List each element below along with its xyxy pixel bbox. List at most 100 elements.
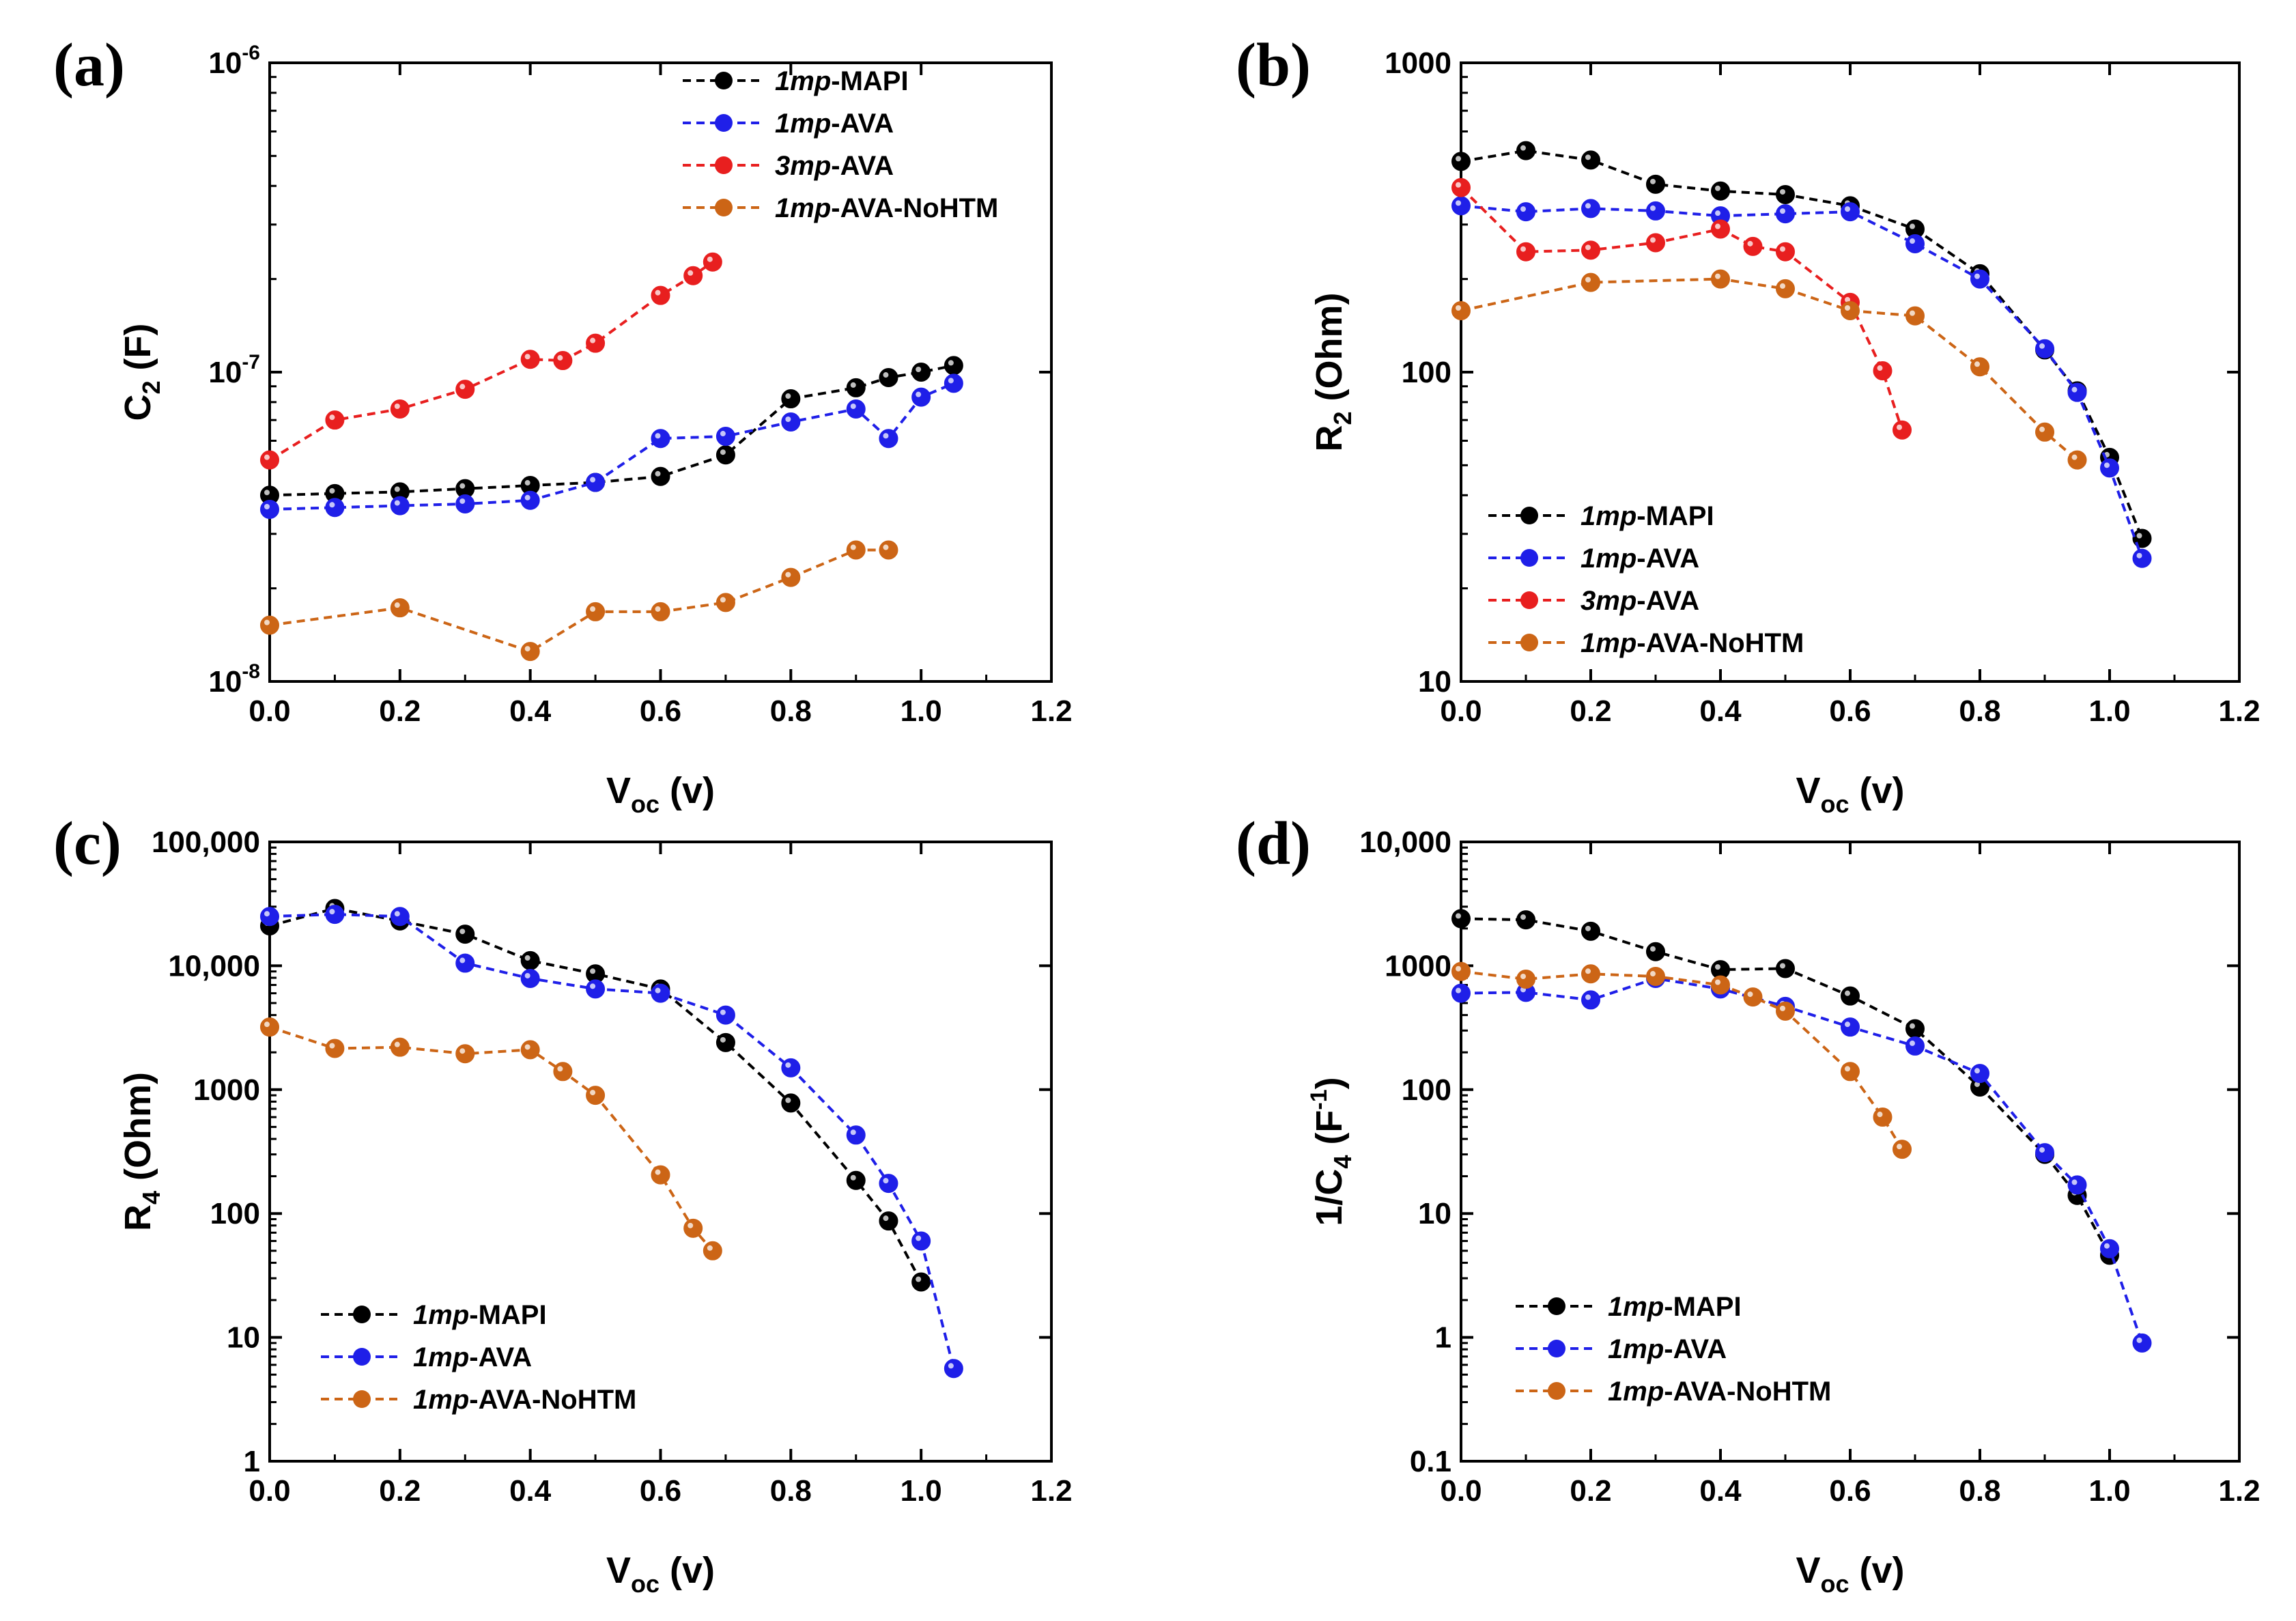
legend-marker	[1520, 634, 1538, 651]
data-point	[260, 907, 279, 927]
data-point-highlight	[948, 378, 954, 384]
data-point-highlight	[1974, 361, 1980, 367]
data-point	[1581, 921, 1600, 941]
data-point-highlight	[524, 354, 530, 360]
series-1mp-AVA-NoHTM	[260, 1017, 722, 1260]
data-point	[1581, 964, 1600, 984]
legend-label: 1mp-MAPI	[775, 66, 909, 96]
data-point	[715, 593, 735, 612]
data-point	[1776, 184, 1795, 204]
data-point	[1451, 909, 1471, 929]
legend-label: 1mp-AVA-NoHTM	[413, 1385, 636, 1415]
data-point	[1646, 201, 1665, 221]
panel-label: (d)	[1236, 810, 1311, 877]
data-point	[683, 1218, 703, 1238]
legend-marker	[1520, 549, 1538, 567]
data-point-highlight	[329, 488, 335, 494]
x-axis-title: Voc (v)	[1796, 1550, 1904, 1598]
legend-label: 1mp-MAPI	[413, 1300, 547, 1330]
data-point	[2035, 339, 2054, 358]
data-point	[1451, 152, 1471, 171]
data-point-highlight	[688, 1222, 694, 1228]
data-point-highlight	[2136, 533, 2142, 539]
data-point-highlight	[883, 1178, 889, 1184]
data-point-highlight	[2071, 1179, 2078, 1185]
data-point	[781, 1058, 801, 1077]
data-point	[1743, 987, 1763, 1007]
data-point	[703, 1241, 722, 1260]
legend-label: 1mp-MAPI	[1581, 501, 1714, 531]
data-point	[1841, 986, 1860, 1006]
x-tick-label: 0.4	[509, 1474, 552, 1508]
data-point-highlight	[850, 544, 856, 550]
y-tick-label: 100,000	[152, 826, 260, 859]
data-point	[715, 1032, 735, 1052]
panel-d: (d) 0.0 0.2 0.4 0.6 0.8 1.0 1.2 0.1 1 10 100 1000 10,…	[1236, 810, 2260, 1598]
data-point-highlight	[785, 1062, 791, 1068]
x-tick-label: 0.8	[770, 694, 812, 728]
data-point-highlight	[1747, 991, 1753, 998]
data-point-highlight	[720, 431, 726, 437]
data-point-highlight	[394, 911, 400, 917]
data-point	[2132, 548, 2152, 568]
data-point	[1776, 1001, 1795, 1021]
x-tick-label: 0.8	[1959, 1474, 2000, 1508]
panel-c: (c) 0.0 0.2 0.4 0.6 0.8 1.0 1.2 1 10 100 1000 10,000…	[53, 810, 1073, 1598]
data-point	[879, 368, 898, 388]
x-tick-label: 0.6	[1829, 1474, 1871, 1508]
series-1mp-AVA	[260, 373, 963, 519]
data-point	[1893, 420, 1912, 440]
x-axis-title: Voc (v)	[606, 1550, 715, 1598]
data-point-highlight	[688, 270, 694, 276]
data-point-highlight	[655, 433, 661, 439]
data-point	[911, 363, 931, 382]
x-tick-label: 0.4	[509, 694, 552, 728]
y-tick-label: 1	[1435, 1321, 1451, 1355]
y-tick-label: 10,000	[1359, 826, 1451, 859]
data-point	[520, 490, 540, 510]
data-point-highlight	[1456, 305, 1461, 311]
data-point	[651, 285, 670, 305]
data-point	[879, 1211, 898, 1231]
legend-label: 3mp-AVA	[1581, 586, 1699, 616]
data-point-highlight	[1715, 979, 1720, 985]
data-point-highlight	[1877, 365, 1883, 371]
legend: 1mp-MAPI 1mp-AVA 1mp-AVA-NoHTM	[1516, 1292, 1831, 1407]
data-point	[1905, 306, 1925, 326]
y-tick-label: 10	[1418, 665, 1451, 699]
data-point	[520, 642, 540, 662]
data-point	[455, 494, 475, 513]
legend-label: 1mp-AVA	[775, 109, 894, 139]
data-point	[455, 925, 475, 944]
data-point-highlight	[1780, 963, 1785, 969]
data-point	[944, 373, 963, 393]
data-point	[651, 429, 670, 449]
legend-marker	[1520, 591, 1538, 609]
data-point	[944, 356, 963, 376]
data-point-highlight	[1974, 273, 1980, 279]
data-point-highlight	[459, 929, 466, 935]
data-point-highlight	[720, 449, 726, 455]
y-tick-label: 1000	[1385, 949, 1451, 983]
data-point-highlight	[1715, 223, 1720, 229]
x-tick-label: 0.2	[1570, 1474, 1611, 1508]
x-tick-label: 1.2	[2218, 694, 2260, 728]
data-point	[390, 399, 410, 419]
data-point-highlight	[264, 1021, 270, 1028]
data-point	[1841, 1062, 1860, 1082]
data-point	[260, 450, 279, 470]
data-point	[455, 953, 475, 973]
data-point-highlight	[916, 367, 922, 372]
data-point-highlight	[557, 1066, 563, 1072]
y-tick-label: 1000	[193, 1073, 260, 1107]
series-line	[268, 261, 713, 462]
x-tick-label: 0.0	[249, 1474, 290, 1508]
data-point-highlight	[1456, 965, 1461, 972]
x-tick-label: 0.4	[1699, 694, 1742, 728]
data-point-highlight	[1456, 987, 1461, 993]
legend-label: 1mp-AVA	[1608, 1334, 1727, 1364]
data-point-highlight	[1910, 310, 1915, 316]
data-point-highlight	[1585, 277, 1591, 283]
data-point-highlight	[1650, 971, 1656, 977]
legend-label: 1mp-AVA	[1581, 544, 1699, 574]
